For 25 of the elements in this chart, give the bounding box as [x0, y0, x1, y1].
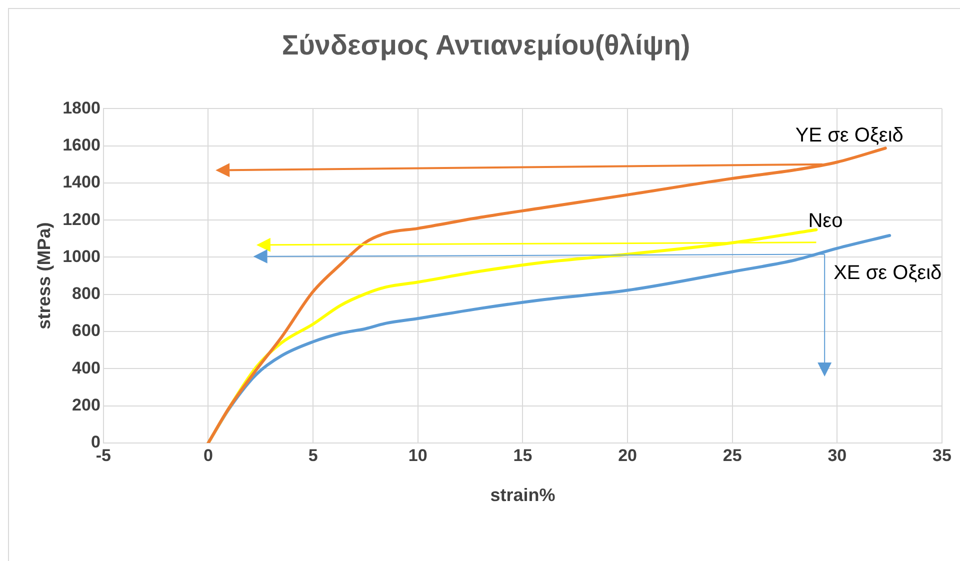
x-tick-label: 20 [618, 446, 637, 465]
y-tick-label: 1200 [62, 210, 100, 229]
y-tick-label: 1600 [62, 135, 100, 154]
y-tick-label: 1000 [62, 246, 100, 266]
x-tick-label: 5 [308, 446, 318, 465]
x-tick-label: 10 [408, 446, 428, 465]
chart-title: Σύνδεσμος Αντιανεμίου(θλίψη) [282, 30, 690, 61]
y-tick-label: 600 [72, 321, 100, 340]
x-tick-label: 35 [932, 446, 952, 465]
y-axis-title: stress (MPa) [34, 222, 54, 330]
x-axis-title: strain% [490, 485, 556, 506]
x-tick-label: 30 [828, 446, 847, 465]
x-tick-label: 25 [722, 446, 742, 465]
y-tick-label: 800 [72, 284, 100, 304]
x-tick-label: 15 [513, 446, 532, 465]
series-label: Νεο [808, 210, 843, 232]
y-tick-label: 0 [90, 432, 100, 452]
y-tick-label: 1400 [62, 172, 100, 192]
y-tick-label: 400 [72, 358, 100, 378]
series-label: ΥΕ σε Οξειδ [795, 124, 904, 147]
x-tick-label: 0 [204, 446, 213, 465]
y-tick-label: 200 [72, 396, 100, 415]
series-label: ΧΕ σε Οξειδ [834, 262, 942, 284]
y-tick-label: 1800 [62, 98, 100, 118]
line-series [206, 146, 887, 443]
